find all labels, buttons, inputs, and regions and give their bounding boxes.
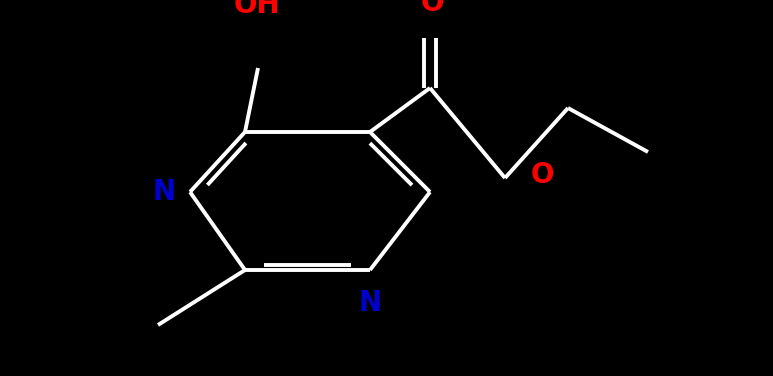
Text: N: N (153, 178, 176, 206)
Text: OH: OH (234, 0, 281, 19)
Text: N: N (359, 289, 382, 317)
Text: O: O (421, 0, 444, 17)
Text: O: O (530, 161, 554, 189)
